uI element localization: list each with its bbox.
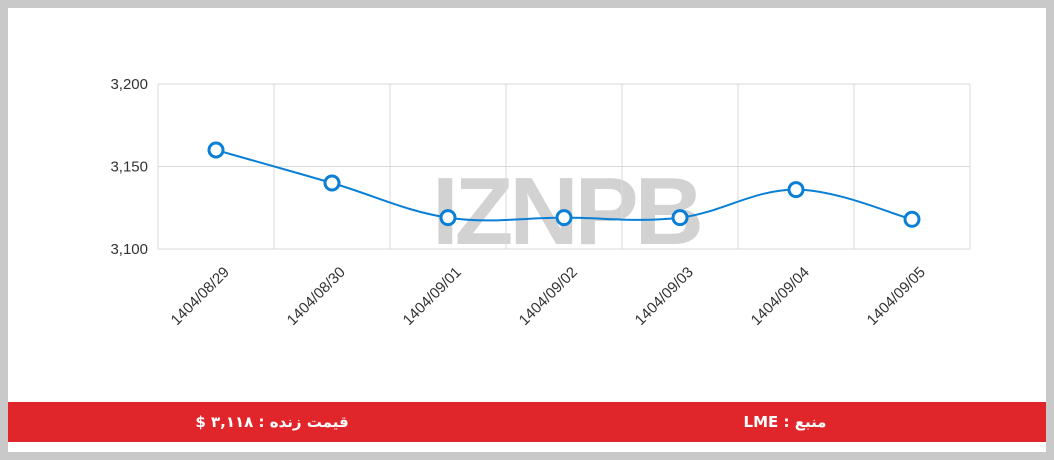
footer: قیمت زنده : ۳,۱۱۸ $ منبع : LME: [8, 402, 1046, 442]
source: منبع : LME: [743, 413, 827, 431]
x-tick-label: 1404/08/30: [284, 264, 349, 329]
x-tick-label: 1404/09/04: [748, 264, 813, 329]
panel: [8, 8, 1046, 452]
x-tick-label: 1404/09/05: [864, 264, 929, 329]
y-tick-label: 3,200: [110, 76, 148, 93]
point: [671, 209, 689, 227]
y-tick-label: 3,150: [110, 159, 148, 176]
x-tick-label: 1404/09/02: [516, 264, 581, 329]
point: [903, 210, 921, 228]
point: [555, 209, 573, 227]
x-tick-label: 1404/08/29: [168, 264, 233, 329]
point: [439, 209, 457, 227]
point: [787, 181, 805, 199]
chart: IZNPB3,1003,1503,2001404/08/291404/08/30…: [110, 76, 971, 329]
live-price: قیمت زنده : ۳,۱۱۸ $: [195, 413, 349, 431]
point: [207, 141, 225, 159]
y-tick-label: 3,100: [110, 241, 148, 258]
x-tick-label: 1404/09/03: [632, 264, 697, 329]
x-tick-label: 1404/09/01: [400, 264, 465, 329]
point: [323, 174, 341, 192]
